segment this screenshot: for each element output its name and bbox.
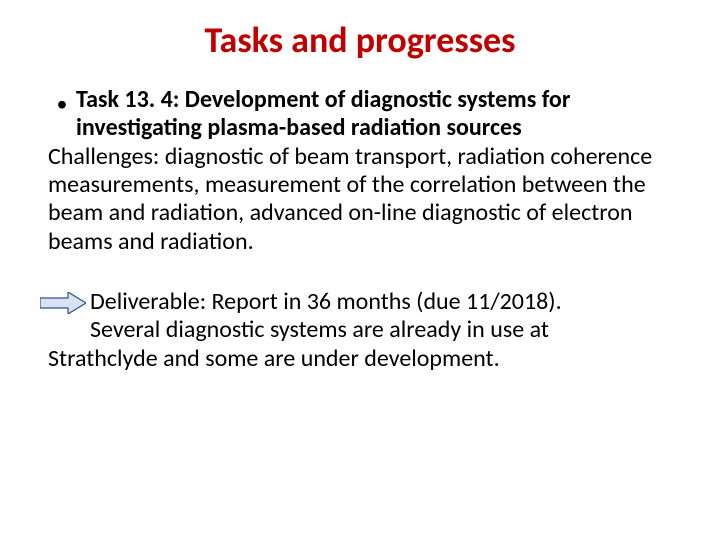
deliverable-line-1: Deliverable: Report in 36 months (due 11… (48, 288, 672, 316)
task-label: Task 13. 4: Development of diagnostic sy… (76, 86, 672, 143)
bullet-dot-icon (48, 86, 76, 114)
arrow-icon (40, 292, 86, 314)
deliverable-line-2: Several diagnostic systems are already i… (48, 316, 672, 344)
deliverable-block: Deliverable: Report in 36 months (due 11… (48, 288, 672, 373)
deliverable-line-3: Strathclyde and some are under developme… (48, 345, 672, 373)
slide: Tasks and progresses Task 13. 4: Develop… (0, 0, 720, 540)
body-text: Task 13. 4: Development of diagnostic sy… (48, 86, 672, 373)
challenges-paragraph: Challenges: diagnostic of beam transport… (48, 143, 672, 256)
bullet-item: Task 13. 4: Development of diagnostic sy… (48, 86, 672, 143)
slide-title: Tasks and progresses (48, 18, 672, 62)
